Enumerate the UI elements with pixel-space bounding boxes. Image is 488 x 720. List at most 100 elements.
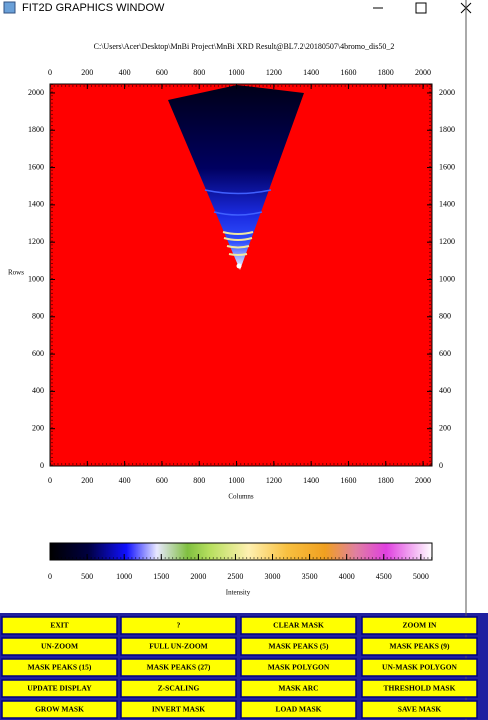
x-tick-label: 200 xyxy=(81,476,93,485)
y-tick-label: 1000 xyxy=(439,274,455,283)
button[interactable]: THRESHOLD MASK xyxy=(361,679,478,698)
y-tick-label: 200 xyxy=(439,424,451,433)
button-label[interactable]: UN-MASK POLYGON xyxy=(382,663,458,672)
y-tick-label: 1200 xyxy=(439,237,455,246)
button-label[interactable]: ZOOM IN xyxy=(403,621,438,630)
button-label[interactable]: MASK PEAKS (9) xyxy=(390,642,451,651)
button-face[interactable] xyxy=(1,679,118,698)
button-face[interactable] xyxy=(240,679,357,698)
plot xyxy=(49,83,433,467)
button-label[interactable]: Z-SCALING xyxy=(158,684,200,693)
button-face[interactable] xyxy=(240,658,357,677)
button[interactable]: MASK ARC xyxy=(240,679,357,698)
button[interactable]: GROW MASK xyxy=(1,700,118,719)
button[interactable]: Z-SCALING xyxy=(120,679,237,698)
button[interactable]: INVERT MASK xyxy=(120,700,237,719)
button-face[interactable] xyxy=(1,616,118,635)
button-label[interactable]: FULL UN-ZOOM xyxy=(149,642,208,651)
colorbar-tick-label: 4500 xyxy=(376,572,392,581)
colorbar-tick-label: 3500 xyxy=(302,572,318,581)
x-tick-label: 600 xyxy=(156,68,168,77)
y-tick-label: 800 xyxy=(439,312,451,321)
y-tick-label: 1600 xyxy=(28,162,44,171)
x-tick-label: 0 xyxy=(48,68,52,77)
button-face[interactable] xyxy=(240,700,357,719)
button-face[interactable] xyxy=(361,700,478,719)
button[interactable]: UN-ZOOM xyxy=(1,637,118,656)
button-face[interactable] xyxy=(361,658,478,677)
y-tick-label: 1400 xyxy=(28,200,44,209)
button-label[interactable]: LOAD MASK xyxy=(275,705,321,714)
button[interactable]: MASK PEAKS (15) xyxy=(1,658,118,677)
button[interactable]: UPDATE DISPLAY xyxy=(1,679,118,698)
button-face[interactable] xyxy=(120,637,237,656)
maximize-button[interactable] xyxy=(415,2,427,14)
y-tick-label: 200 xyxy=(32,424,44,433)
button-label[interactable]: SAVE MASK xyxy=(398,705,442,714)
button[interactable]: UN-MASK POLYGON xyxy=(361,658,478,677)
button-label[interactable]: UN-ZOOM xyxy=(41,642,78,651)
button-label[interactable]: MASK POLYGON xyxy=(268,663,330,672)
button[interactable]: MASK POLYGON xyxy=(240,658,357,677)
button-face[interactable] xyxy=(361,679,478,698)
y-tick-label: 1200 xyxy=(28,237,44,246)
button[interactable]: ? xyxy=(120,616,237,635)
button-label[interactable]: INVERT MASK xyxy=(152,705,205,714)
button-label[interactable]: MASK ARC xyxy=(278,684,318,693)
y-tick-label: 0 xyxy=(439,461,443,470)
button-face[interactable] xyxy=(120,700,237,719)
button[interactable]: LOAD MASK xyxy=(240,700,357,719)
y-tick-label: 2000 xyxy=(439,88,455,97)
colorbar-tick-label: 2000 xyxy=(190,572,206,581)
button-face[interactable] xyxy=(1,658,118,677)
button[interactable]: EXIT xyxy=(1,616,118,635)
button-label[interactable]: MASK PEAKS (15) xyxy=(28,663,92,672)
button-face[interactable] xyxy=(120,658,237,677)
y-tick-label: 1800 xyxy=(28,125,44,134)
colorbar-tick-label: 0 xyxy=(48,572,52,581)
button-label[interactable]: UPDATE DISPLAY xyxy=(27,684,92,693)
x-tick-label: 800 xyxy=(193,476,205,485)
x-tick-label: 400 xyxy=(119,68,131,77)
x-tick-label: 1400 xyxy=(303,476,319,485)
button-label[interactable]: GROW MASK xyxy=(35,705,84,714)
button-face[interactable] xyxy=(120,679,237,698)
button-face[interactable] xyxy=(1,700,118,719)
button[interactable]: MASK PEAKS (5) xyxy=(240,637,357,656)
button[interactable]: FULL UN-ZOOM xyxy=(120,637,237,656)
button-face[interactable] xyxy=(361,616,478,635)
plot-title: C:\Users\Acer\Desktop\MnBi Project\MnBi … xyxy=(94,42,395,51)
x-tick-label: 1600 xyxy=(340,476,356,485)
y-tick-label: 0 xyxy=(40,461,44,470)
x-tick-label: 2000 xyxy=(415,68,431,77)
button-label[interactable]: EXIT xyxy=(50,621,68,630)
colorbar xyxy=(49,542,433,561)
button-face[interactable] xyxy=(240,616,357,635)
detector-wedge xyxy=(168,85,304,270)
button-label[interactable]: CLEAR MASK xyxy=(273,621,324,630)
colorbar-tick-label: 1500 xyxy=(153,572,169,581)
x-tick-label: 1200 xyxy=(266,476,282,485)
button-face[interactable] xyxy=(120,616,237,635)
button-face[interactable] xyxy=(1,637,118,656)
button-label[interactable]: THRESHOLD MASK xyxy=(384,684,456,693)
button-label[interactable]: MASK PEAKS (27) xyxy=(147,663,211,672)
button-face[interactable] xyxy=(240,637,357,656)
colorbar-tick-label: 500 xyxy=(81,572,93,581)
colorbar-label: Intensity xyxy=(226,589,251,597)
button[interactable]: ZOOM IN xyxy=(361,616,478,635)
button-face[interactable] xyxy=(361,637,478,656)
beam-center xyxy=(236,263,242,269)
button-label[interactable]: MASK PEAKS (5) xyxy=(269,642,330,651)
minor-ticks xyxy=(50,84,432,466)
button[interactable]: MASK PEAKS (27) xyxy=(120,658,237,677)
x-tick-label: 0 xyxy=(48,476,52,485)
colorbar-tick-label: 1000 xyxy=(116,572,132,581)
button[interactable]: SAVE MASK xyxy=(361,700,478,719)
diffraction-rings xyxy=(204,189,272,216)
y-tick-label: 800 xyxy=(32,312,44,321)
button[interactable]: CLEAR MASK xyxy=(240,616,357,635)
button-label[interactable]: ? xyxy=(177,621,181,630)
button[interactable]: MASK PEAKS (9) xyxy=(361,637,478,656)
